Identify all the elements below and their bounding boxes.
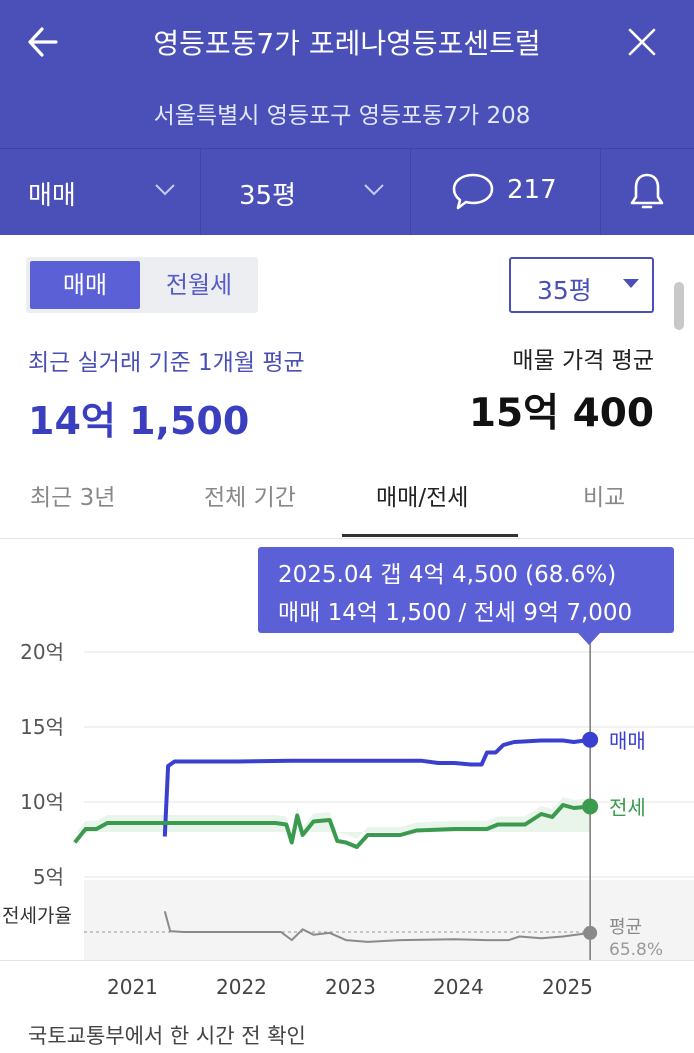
active-tab-indicator [342,534,518,537]
ratio-axis-label: 전세가율 [2,905,72,927]
tab-all-period[interactable]: 전체 기간 [204,485,296,511]
y-tick-label: 20억 [20,640,64,664]
comments-button[interactable]: 217 [411,149,601,235]
toggle-rent[interactable]: 전월세 [165,271,233,299]
data-source-note: 국토교통부에서 한 시간 전 확인 [28,1024,306,1048]
page-title: 영등포동7가 포레나영등포센트럴 [153,27,541,60]
x-tick-label: 2023 [325,975,376,999]
recent-average-caption: 최근 실거래 기준 1개월 평균 [28,350,305,376]
sale-series-end-label: 매매 [609,729,646,753]
jeonse-range-area [74,797,591,843]
ratio-series-end-label: 평균 [609,917,642,938]
chevron-down-icon [155,184,175,196]
size-select[interactable]: 35평 [509,257,654,313]
period-tabs: 최근 3년 전체 기간 매매/전세 비교 [0,466,694,539]
jeonse-series-end-dot [582,798,599,815]
ratio-series-line [163,911,591,943]
tooltip-gap-line: 2025.04 갭 4억 4,500 (68.6%) [278,562,617,588]
caret-down-icon [623,279,639,288]
tab-recent-3y[interactable]: 최근 3년 [30,485,116,511]
size-label: 35평 [239,181,297,211]
y-tick-label: 5억 [33,865,64,889]
jeonse-series-line [73,803,591,849]
x-tick-label: 2025 [542,975,593,999]
close-icon[interactable] [620,20,664,64]
toggle-sale[interactable]: 매매 [30,261,140,309]
trade-type-label: 매매 [28,181,76,211]
filter-bar: 매매 35평 217 [0,148,694,235]
back-arrow-icon[interactable] [22,20,66,64]
sale-series-line [162,737,591,837]
chart-bottom-rule [0,960,694,961]
y-tick-label: 15억 [20,715,64,739]
app-header: 영등포동7가 포레나영등포센트럴 서울특별시 영등포구 영등포동7가 208 [0,0,694,148]
chart-tooltip: 2025.04 갭 4억 4,500 (68.6%) 매매 14억 1,500 … [258,547,674,645]
ratio-band [84,880,694,960]
scrollbar[interactable] [674,282,684,330]
chevron-down-icon [364,184,384,196]
bell-icon [630,173,664,209]
size-dropdown[interactable]: 35평 [201,149,411,235]
recent-average-value: 14억 1,500 [28,399,250,443]
tooltip-pointer [578,633,600,645]
comment-count: 217 [507,175,557,205]
tab-compare[interactable]: 비교 [583,485,626,511]
ratio-series-end-dot [583,925,598,940]
trade-toggle: 매매 전월세 [26,257,258,313]
listing-average-caption: 매물 가격 평균 [512,348,654,374]
x-tick-label: 2021 [107,975,158,999]
jeonse-series-end-label: 전세 [609,796,646,820]
y-tick-label: 10억 [20,790,64,814]
ratio-average-value: 65.8% [609,940,663,960]
tab-sale-jeonse[interactable]: 매매/전세 [376,485,469,511]
sale-series-end-dot [582,731,599,748]
size-select-value: 35평 [537,276,592,305]
notification-button[interactable] [601,149,694,235]
x-tick-label: 2024 [433,975,484,999]
speech-bubble-icon [452,173,494,210]
tooltip-price-line: 매매 14억 1,500 / 전세 9억 7,000 [278,600,633,626]
trade-type-dropdown[interactable]: 매매 [0,149,201,235]
x-tick-label: 2022 [216,975,267,999]
address-text: 서울특별시 영등포구 영등포동7가 208 [153,103,531,129]
listing-average-value: 15억 400 [468,391,654,436]
